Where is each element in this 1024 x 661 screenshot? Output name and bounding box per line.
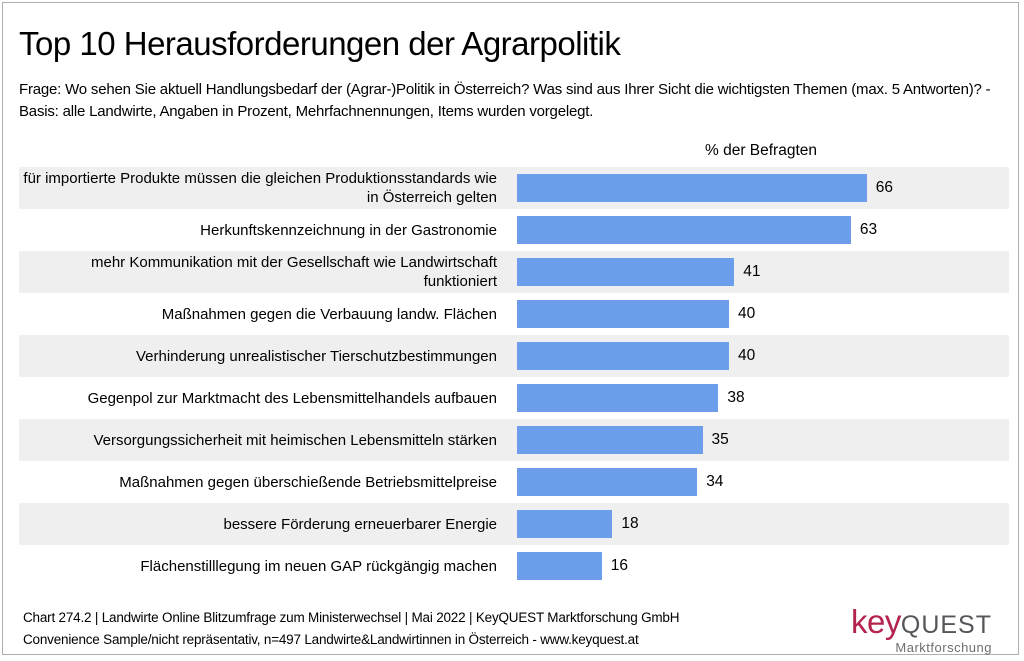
axis-header: % der Befragten xyxy=(704,142,817,159)
bar-value-label: 63 xyxy=(859,221,878,238)
footer-source-line: Chart 274.2 | Landwirte Online Blitzumfr… xyxy=(23,610,680,625)
footer: Chart 274.2 | Landwirte Online Blitzumfr… xyxy=(23,607,679,651)
chart-row: für importierte Produkte müssen die glei… xyxy=(19,167,1009,209)
bar-category-label: mehr Kommunikation mit der Gesellschaft … xyxy=(91,254,497,290)
bar-value-label: 38 xyxy=(727,389,745,406)
bar-track: 35 xyxy=(508,419,1009,461)
bar xyxy=(517,426,703,454)
bar-category-label: bessere Förderung erneuerbarer Energie xyxy=(223,515,498,533)
bar-value-label: 18 xyxy=(621,515,639,532)
bar-value-label: 41 xyxy=(743,263,761,280)
bar-category-label: Verhinderung unrealistischer Tierschutzb… xyxy=(135,347,497,365)
chart-question-subtitle: Frage: Wo sehen Sie aktuell Handlungsbed… xyxy=(19,81,991,120)
bar-category-label: für importierte Produkte müssen die glei… xyxy=(23,170,497,206)
bar-value-label: 35 xyxy=(711,431,729,448)
bar-track: 18 xyxy=(508,503,1009,545)
chart-row: Verhinderung unrealistischer Tierschutzb… xyxy=(19,335,1009,377)
bar xyxy=(517,174,867,202)
chart-row: bessere Förderung erneuerbarer Energie 18 xyxy=(19,503,1009,545)
bar-category-label: Maßnahmen gegen die Verbauung landw. Flä… xyxy=(161,305,497,323)
bar-category-label: Herkunftskennzeichnung in der Gastronomi… xyxy=(200,221,497,239)
bar xyxy=(517,510,613,538)
bar-track: 40 xyxy=(508,293,1009,335)
footer-sample-line: Convenience Sample/nicht repräsentativ, … xyxy=(23,632,639,647)
page-title: Top 10 Herausforderungen der Agrarpoliti… xyxy=(19,25,621,62)
bar-track: 66 xyxy=(508,167,1009,209)
chart-row: Maßnahmen gegen die Verbauung landw. Flä… xyxy=(19,293,1009,335)
chart-row: Flächenstilllegung im neuen GAP rückgäng… xyxy=(19,545,1009,587)
bar-category-label: Flächenstilllegung im neuen GAP rückgäng… xyxy=(140,557,497,575)
keyquest-logo: keyQUEST Marktforschung xyxy=(851,605,992,654)
bar xyxy=(517,216,851,244)
logo-quest-text: QUEST xyxy=(900,611,992,639)
bar xyxy=(517,300,729,328)
bar-value-label: 40 xyxy=(738,347,756,364)
bar xyxy=(517,468,698,496)
bar-value-label: 34 xyxy=(706,473,724,490)
logo-tagline: Marktforschung xyxy=(895,640,992,655)
chart-row: mehr Kommunikation mit der Gesellschaft … xyxy=(19,251,1009,293)
chart-row: Versorgungssicherheit mit heimischen Leb… xyxy=(19,419,1009,461)
bar-track: 40 xyxy=(508,335,1009,377)
bar-category-label: Versorgungssicherheit mit heimischen Leb… xyxy=(93,431,497,449)
chart-row: Gegenpol zur Marktmacht des Lebensmittel… xyxy=(19,377,1009,419)
bar xyxy=(517,342,729,370)
bar xyxy=(517,552,602,580)
bar-value-label: 16 xyxy=(610,557,629,574)
bar-category-label: Maßnahmen gegen überschießende Betriebsm… xyxy=(119,473,497,491)
bar-chart: für importierte Produkte müssen die glei… xyxy=(19,167,1009,587)
keyquest-logo-wordmark: keyQUEST xyxy=(851,605,992,638)
bar-track: 34 xyxy=(508,461,1009,503)
chart-row: Herkunftskennzeichnung in der Gastronomi… xyxy=(19,209,1009,251)
bar-value-label: 40 xyxy=(738,305,756,322)
bar xyxy=(517,258,735,286)
bar-track: 16 xyxy=(508,545,1009,587)
bar-value-label: 66 xyxy=(875,179,894,196)
bar-track: 38 xyxy=(508,377,1009,419)
logo-key-text: key xyxy=(851,603,901,640)
bar-track: 41 xyxy=(508,251,1009,293)
bar-category-label: Gegenpol zur Marktmacht des Lebensmittel… xyxy=(87,389,497,407)
bar-track: 63 xyxy=(508,209,1009,251)
chart-row: Maßnahmen gegen überschießende Betriebsm… xyxy=(19,461,1009,503)
bar xyxy=(517,384,719,412)
